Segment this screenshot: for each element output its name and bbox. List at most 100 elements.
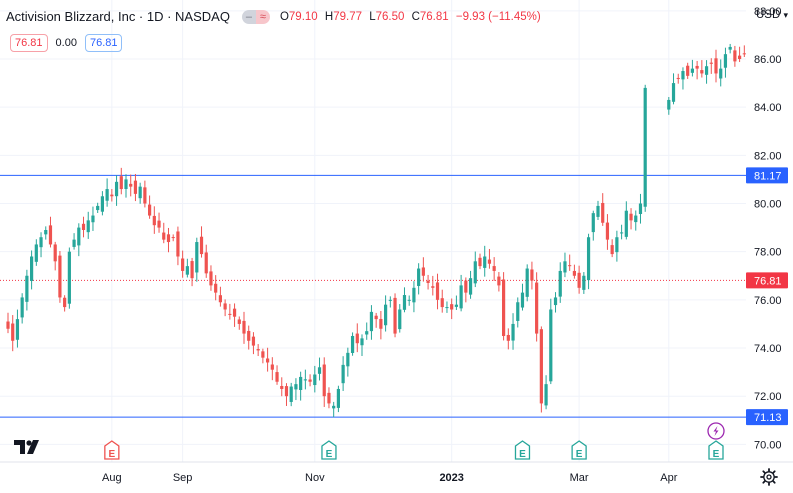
candle (605, 214, 610, 250)
candle (133, 173, 138, 202)
candle-body (44, 230, 48, 235)
candle-body (53, 244, 57, 262)
dividend-event-icon[interactable]: E (571, 440, 587, 460)
candle (39, 232, 43, 258)
compare-pill-icon[interactable]: ‒ ≈ (241, 9, 270, 24)
candle (20, 293, 24, 324)
candle (143, 180, 147, 208)
low-value: 76.50 (375, 10, 405, 23)
candle-body (346, 352, 350, 367)
candle-body (643, 87, 647, 207)
candle (48, 216, 53, 248)
candle-body (412, 287, 416, 303)
buy-price-box[interactable]: 76.81 (84, 34, 123, 52)
candle (431, 275, 435, 296)
horizontal-lines[interactable] (0, 174, 746, 418)
y-tick-label: 88.00 (754, 6, 782, 18)
candle-body (270, 364, 274, 370)
candle (549, 298, 553, 385)
candle (497, 272, 501, 292)
candle-body (63, 297, 67, 308)
candle-body (58, 255, 62, 298)
time-axis[interactable]: Aug Sep Nov 2023 Mar Apr (0, 461, 793, 484)
last-price-label: 76.81 (754, 275, 782, 287)
candle-body (582, 275, 586, 290)
y-tick-label: 82.00 (754, 150, 782, 162)
candle-body (431, 286, 435, 288)
candle-body (266, 358, 270, 363)
symbol-title[interactable]: Activision Blizzard, Inc · 1D · NASDAQ (6, 9, 230, 24)
candle-body (695, 65, 699, 69)
last-price-tag[interactable] (746, 272, 788, 289)
candle-body (327, 392, 331, 404)
candle (199, 226, 204, 258)
y-tick-label: 74.00 (754, 343, 782, 355)
candle-body (384, 304, 388, 326)
candle-body (610, 245, 614, 255)
candle (417, 263, 421, 295)
candle (624, 201, 628, 240)
candle (218, 286, 222, 307)
currency-label: USD (756, 9, 781, 21)
event-badge (104, 440, 120, 460)
candle-body (162, 232, 166, 240)
candle (544, 375, 548, 410)
event-badge (571, 440, 587, 460)
candle (690, 59, 694, 77)
candle-body (166, 234, 171, 243)
currency-selector[interactable]: USD ▾ (756, 9, 788, 21)
y-tick-label: 78.00 (754, 247, 782, 259)
event-badge (321, 440, 337, 460)
dividend-event-icon[interactable]: E (321, 440, 337, 460)
candle (454, 295, 458, 310)
earnings-event-icon[interactable]: E (104, 440, 120, 460)
sell-price-box[interactable]: 76.81 (10, 34, 48, 52)
candle-body (204, 252, 208, 274)
candle-body (157, 220, 161, 228)
candle-body (341, 364, 345, 384)
candle-body (530, 269, 534, 281)
candle-body (492, 266, 496, 271)
settings-gear-icon[interactable] (760, 468, 778, 486)
candle-body (96, 205, 100, 211)
dividend-event-icon[interactable]: E (708, 440, 724, 460)
x-tick-label: Sep (173, 472, 193, 484)
candle-body (133, 180, 138, 194)
candle-body (690, 68, 694, 73)
candle (266, 347, 270, 372)
candle (709, 58, 713, 74)
candle-body (256, 349, 260, 351)
candle (6, 312, 10, 334)
candle-body (360, 338, 364, 346)
line-price-tag[interactable] (746, 409, 788, 426)
candle-body (350, 335, 355, 353)
candle (733, 45, 737, 67)
price-axis[interactable]: 70.00 72.00 74.00 76.00 78.00 80.00 82.00 84.00… (746, 0, 793, 493)
candle-body (280, 386, 284, 389)
candle (615, 230, 619, 262)
candle-body (535, 282, 539, 334)
candle (176, 226, 180, 266)
candle-body (553, 297, 558, 306)
line-price-tag[interactable] (746, 167, 788, 184)
candle-body (511, 323, 515, 341)
event-letter: E (109, 449, 116, 460)
candle-body (25, 275, 29, 302)
candle (261, 348, 265, 364)
candle-body (365, 331, 369, 335)
candle-body (152, 215, 156, 226)
low-label: L (369, 10, 376, 23)
candle (162, 222, 166, 244)
candle (700, 60, 704, 78)
x-tick-label: Nov (305, 472, 325, 484)
candle-body (421, 267, 425, 276)
dividend-event-icon[interactable]: E (514, 440, 531, 460)
candle (317, 357, 322, 381)
candle-body (294, 384, 298, 390)
tradingview-logo-icon[interactable] (14, 440, 42, 454)
candle (322, 357, 326, 407)
symbol-header: Activision Blizzard, Inc · 1D · NASDAQ ‒… (6, 9, 545, 24)
candle-body (549, 309, 553, 382)
